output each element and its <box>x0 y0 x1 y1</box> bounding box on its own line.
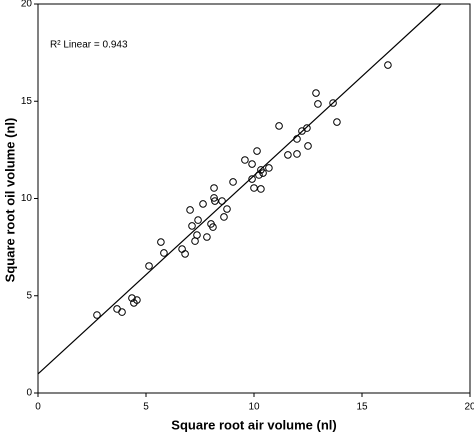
annotation: R² Linear = 0.943 <box>50 40 128 51</box>
y-tick-label: 20 <box>21 0 33 10</box>
point <box>211 197 219 205</box>
point <box>181 250 189 258</box>
x-tick-label: 15 <box>356 402 368 413</box>
point <box>329 99 337 107</box>
point <box>259 169 267 177</box>
point <box>133 296 141 304</box>
point <box>253 147 261 155</box>
y-tick-label: 10 <box>21 193 33 204</box>
point <box>314 100 322 108</box>
point <box>194 216 202 224</box>
point <box>265 164 273 172</box>
point <box>293 150 301 158</box>
point <box>186 206 194 214</box>
x-tick-label: 20 <box>464 402 474 413</box>
point <box>193 231 201 239</box>
point <box>218 197 226 205</box>
point <box>199 200 207 208</box>
point <box>145 262 153 270</box>
point <box>113 305 121 313</box>
y-axis-title: Square root oil volume (nl) <box>2 118 17 283</box>
point <box>229 178 237 186</box>
point <box>160 249 168 257</box>
x-tick-label: 0 <box>35 402 41 413</box>
point <box>284 151 292 159</box>
point <box>188 222 196 230</box>
point <box>220 213 228 221</box>
point <box>241 156 249 164</box>
point <box>304 142 312 150</box>
point <box>157 238 165 246</box>
x-tick-label: 5 <box>143 402 149 413</box>
point <box>209 223 217 231</box>
point <box>178 245 186 253</box>
x-tick-label: 10 <box>248 402 260 413</box>
fit-line <box>37 3 442 375</box>
y-tick-label: 5 <box>26 290 32 301</box>
point <box>255 171 263 179</box>
point <box>257 185 265 193</box>
point <box>384 61 392 69</box>
point <box>210 194 218 202</box>
point <box>93 311 101 319</box>
point <box>118 308 126 316</box>
point <box>303 124 311 132</box>
point <box>128 294 136 302</box>
point <box>275 122 283 130</box>
point <box>333 118 341 126</box>
point <box>203 233 211 241</box>
x-axis-title: Square root air volume (nl) <box>171 417 336 432</box>
point <box>293 135 301 143</box>
plot-frame <box>37 3 471 394</box>
point <box>248 160 256 168</box>
point <box>210 184 218 192</box>
point <box>312 89 320 97</box>
point <box>248 175 256 183</box>
y-tick-label: 0 <box>26 388 32 399</box>
point <box>223 205 231 213</box>
point <box>250 184 258 192</box>
y-tick-label: 15 <box>21 96 33 107</box>
